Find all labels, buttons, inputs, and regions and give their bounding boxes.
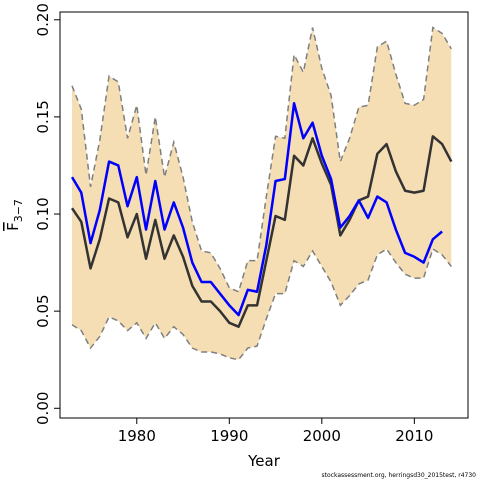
footnote: stockassessment.org, herringsd30_2015tes…: [322, 472, 477, 479]
y-label-main: F: [4, 222, 22, 231]
y-tick-label: 0.20: [34, 3, 52, 36]
series-line: [70, 135, 453, 328]
y-axis-label: F3−7: [4, 199, 25, 231]
y-tick-label: 0.10: [34, 197, 52, 230]
x-tick-label: 1990: [210, 427, 248, 445]
band-upper: [71, 26, 452, 293]
y-tick-label: 0.15: [34, 100, 52, 133]
plot-frame: [59, 11, 469, 419]
x-tick-label: 2000: [303, 427, 341, 445]
y-label-sub: 3−7: [12, 199, 25, 222]
band-lower: [71, 247, 452, 361]
x-axis-label: Year: [247, 452, 281, 470]
y-axis-label-group: F3−7: [4, 199, 25, 231]
series-line: [70, 102, 443, 317]
confidence-band: [72, 27, 452, 360]
x-tick-label: 2010: [395, 427, 433, 445]
x-tick-label: 1980: [118, 427, 156, 445]
y-tick-label: 0.05: [34, 294, 52, 327]
y-tick-label: 0.00: [34, 392, 52, 425]
